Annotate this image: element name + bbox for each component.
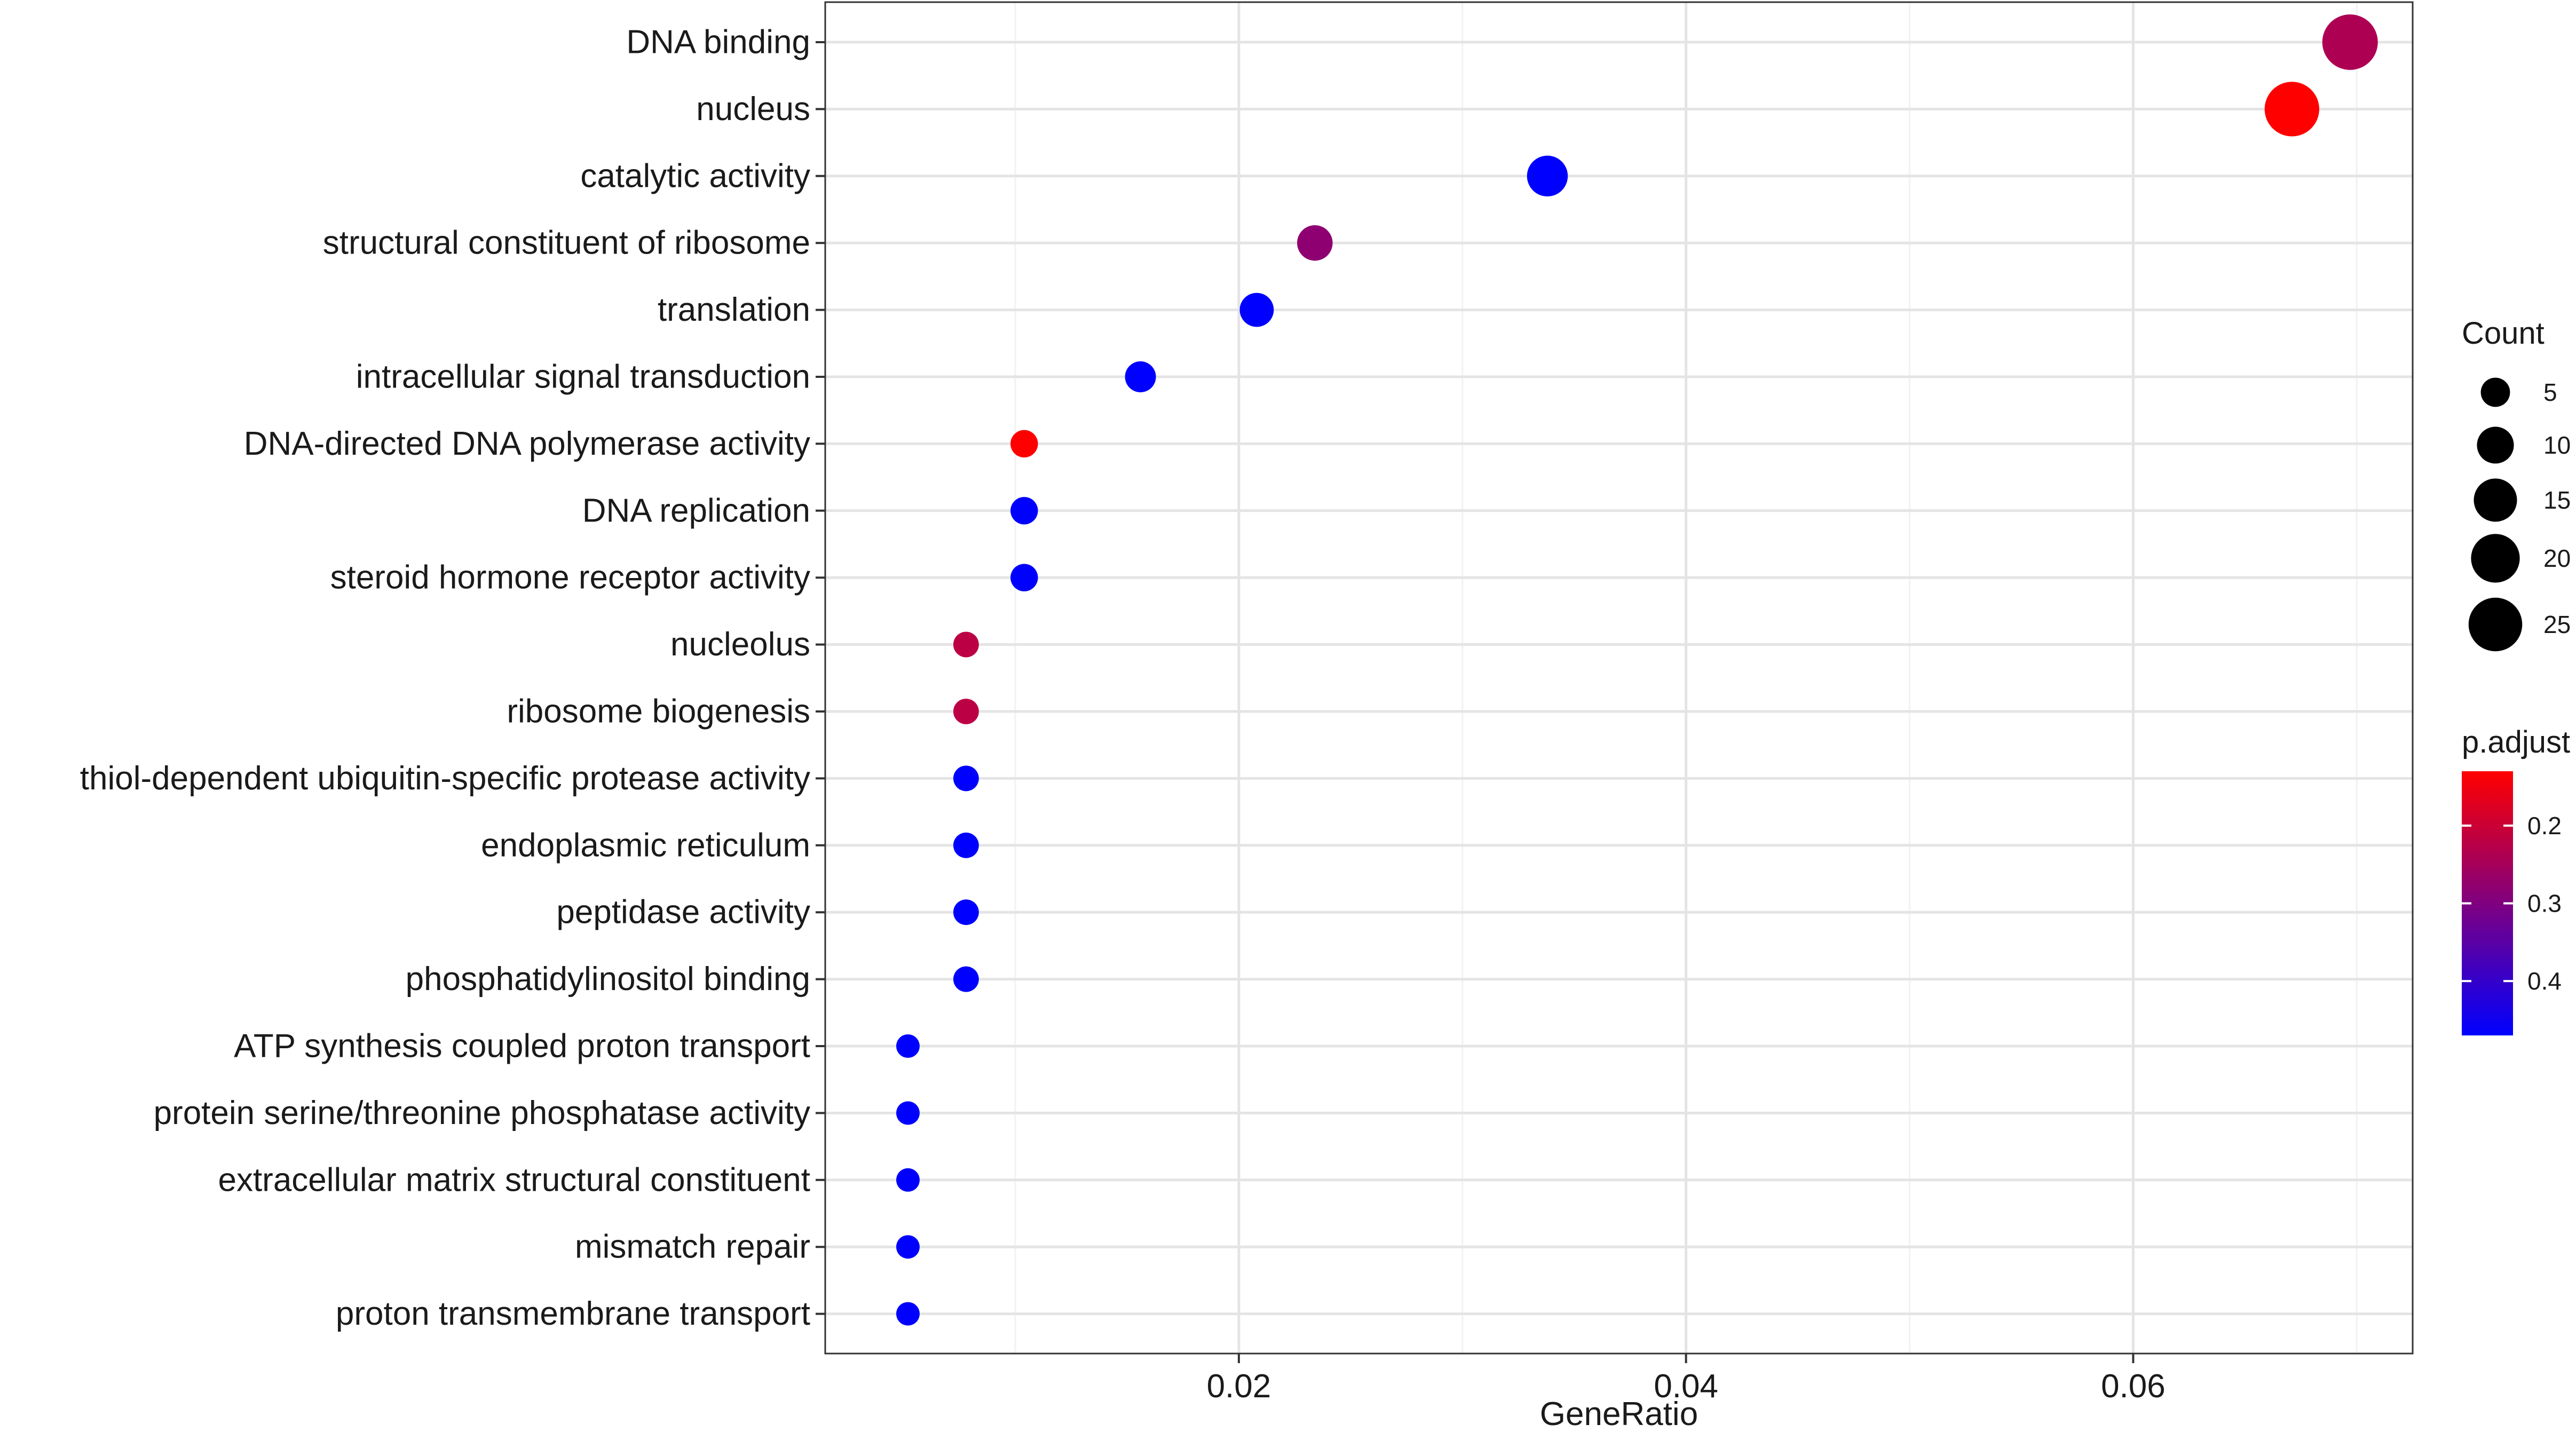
y-tick-label: mismatch repair [575,1229,810,1265]
y-tick-label: DNA replication [582,492,810,529]
count-legend-title: Count [2462,316,2545,351]
y-tick-label: ribosome biogenesis [507,693,810,730]
p-adjust-legend-title: p.adjust [2462,725,2570,759]
data-point [1125,361,1156,392]
data-point [896,1168,920,1192]
data-point [953,699,979,724]
data-point [896,1101,920,1125]
y-tick-label: peptidase activity [556,894,810,931]
y-tick-label: translation [658,291,810,328]
data-point [953,765,979,792]
count-legend-key [2468,597,2523,652]
y-tick-label: thiol-dependent ubiquitin-specific prote… [80,760,810,797]
data-point [1297,225,1333,261]
x-tick-label: 0.04 [1654,1368,1718,1405]
data-point [953,966,979,992]
x-axis-title: GeneRatio [1540,1396,1698,1433]
y-tick-label: structural constituent of ribosome [323,225,810,262]
count-legend-key [2477,426,2514,464]
data-point [1010,430,1038,458]
data-point [1239,292,1274,327]
panel-border [824,1,2414,1355]
count-legend-key [2474,478,2517,522]
data-point [896,1034,920,1058]
count-legend-key [2471,534,2520,583]
data-point [2264,82,2319,137]
count-legend-label: 15 [2543,486,2571,514]
y-tick-label: extracellular matrix structural constitu… [218,1161,810,1198]
y-tick-label: DNA-directed DNA polymerase activity [244,425,810,462]
y-tick-label: intracellular signal transduction [356,359,810,395]
data-point [953,899,979,925]
data-point [896,1235,920,1259]
count-legend-label: 25 [2543,611,2571,638]
data-point [1527,155,1568,197]
y-tick-label: steroid hormone receptor activity [330,559,810,596]
data-points [896,14,2378,1326]
count-legend-label: 20 [2543,544,2571,572]
data-point [2322,14,2378,70]
count-legend-label: 10 [2543,431,2571,459]
y-tick-label: nucleolus [670,626,810,663]
data-point [953,631,979,658]
data-point [896,1302,920,1326]
y-tick-label: ATP synthesis coupled proton transport [234,1028,810,1065]
count-legend-label: 5 [2543,378,2557,406]
y-tick-label: protein serine/threonine phosphatase act… [154,1095,810,1132]
y-tick-label: DNA binding [626,24,810,61]
p-adjust-legend-label: 0.4 [2527,967,2562,995]
grid-lines [825,2,2413,1354]
p-adjust-legend-label: 0.3 [2527,890,2562,917]
data-point [1010,564,1038,591]
x-axis: 0.02 0.04 0.06 [1207,1354,2166,1405]
y-tick-label: phosphatidylinositol binding [406,961,810,998]
y-tick-label: proton transmembrane transport [336,1295,810,1332]
p-adjust-legend-label: 0.2 [2527,812,2562,840]
x-tick-label: 0.06 [2101,1368,2166,1405]
x-tick-label: 0.02 [1207,1368,1271,1405]
y-axis: DNA binding nucleus catalytic activity stru… [80,24,825,1332]
data-point [1010,497,1038,525]
y-tick-label: catalytic activity [580,157,810,194]
y-tick-label: nucleus [696,91,810,128]
count-legend: Count 5 10 15 20 25 [2462,316,2571,652]
y-tick-label: endoplasmic reticulum [481,827,810,864]
p-adjust-legend: p.adjust 0.2 0.3 0.4 [2462,725,2570,1035]
data-point [953,832,979,858]
count-legend-key [2480,377,2510,407]
